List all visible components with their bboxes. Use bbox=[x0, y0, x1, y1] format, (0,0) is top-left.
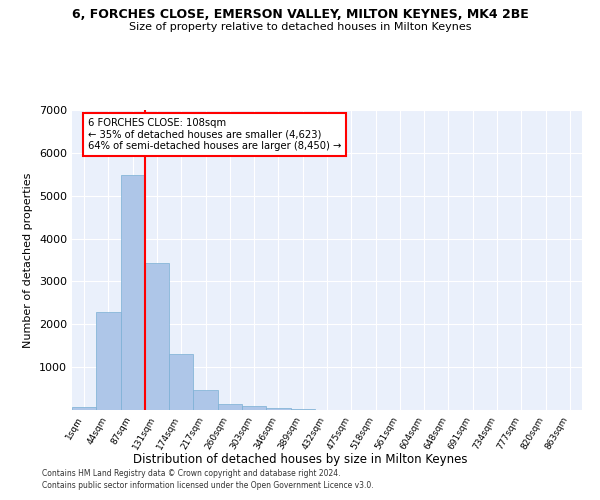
Bar bbox=[266, 408, 290, 410]
Bar bbox=[290, 408, 315, 410]
Bar bbox=[242, 406, 266, 410]
Text: 6 FORCHES CLOSE: 108sqm
← 35% of detached houses are smaller (4,623)
64% of semi: 6 FORCHES CLOSE: 108sqm ← 35% of detache… bbox=[88, 118, 341, 151]
Text: Distribution of detached houses by size in Milton Keynes: Distribution of detached houses by size … bbox=[133, 452, 467, 466]
Text: Contains HM Land Registry data © Crown copyright and database right 2024.: Contains HM Land Registry data © Crown c… bbox=[42, 468, 341, 477]
Y-axis label: Number of detached properties: Number of detached properties bbox=[23, 172, 34, 348]
Bar bbox=[169, 354, 193, 410]
Text: Contains public sector information licensed under the Open Government Licence v3: Contains public sector information licen… bbox=[42, 481, 374, 490]
Bar bbox=[72, 407, 96, 410]
Bar bbox=[193, 390, 218, 410]
Bar bbox=[145, 262, 169, 410]
Bar bbox=[96, 312, 121, 410]
Bar bbox=[218, 404, 242, 410]
Text: 6, FORCHES CLOSE, EMERSON VALLEY, MILTON KEYNES, MK4 2BE: 6, FORCHES CLOSE, EMERSON VALLEY, MILTON… bbox=[71, 8, 529, 20]
Text: Size of property relative to detached houses in Milton Keynes: Size of property relative to detached ho… bbox=[129, 22, 471, 32]
Bar bbox=[121, 175, 145, 410]
